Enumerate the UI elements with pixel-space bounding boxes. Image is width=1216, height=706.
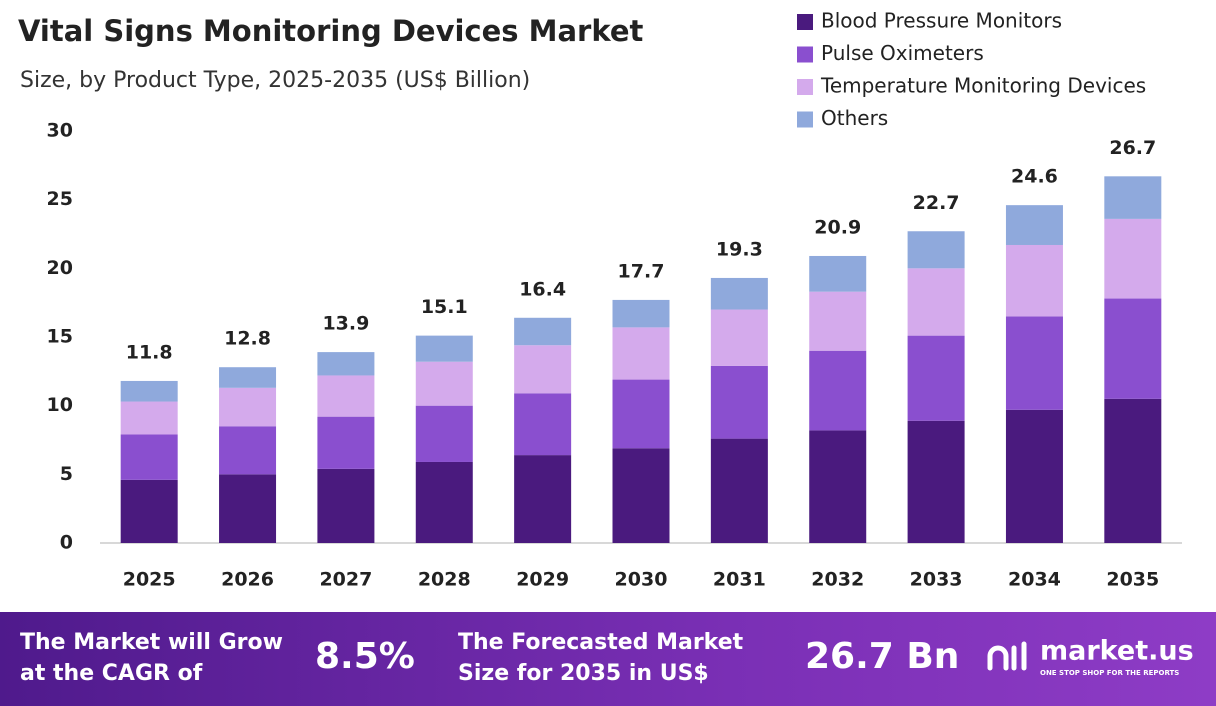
bar-segment <box>120 380 178 402</box>
x-tick-label: 2025 <box>123 569 176 591</box>
legend-label: Pulse Oximeters <box>821 41 984 65</box>
cagr-label: at the CAGR of <box>20 661 203 686</box>
bar-segment <box>219 367 277 388</box>
logo-icon <box>987 641 1027 671</box>
bar-segment <box>514 393 572 456</box>
total-label: 12.8 <box>224 328 271 350</box>
legend-swatch <box>797 111 813 128</box>
x-tick-label: 2031 <box>713 569 766 591</box>
bar-segment <box>514 317 572 346</box>
bar-segment <box>907 268 965 336</box>
y-tick-label: 15 <box>47 326 73 348</box>
legend-label: Others <box>821 106 888 130</box>
x-tick-label: 2027 <box>319 569 372 591</box>
legend-label: Temperature Monitoring Devices <box>820 74 1146 98</box>
y-tick-label: 20 <box>47 257 73 279</box>
total-label: 19.3 <box>716 238 763 260</box>
bar-segment <box>120 401 178 435</box>
cagr-label: The Market will Grow <box>20 630 283 655</box>
x-tick-label: 2035 <box>1106 569 1159 591</box>
bar-segment <box>809 430 867 543</box>
bar-segment <box>809 255 867 292</box>
bar-segment <box>710 309 768 366</box>
bar-segment <box>1104 298 1162 399</box>
x-tick-label: 2026 <box>221 569 274 591</box>
x-tick-label: 2033 <box>910 569 963 591</box>
total-label: 26.7 <box>1109 137 1156 159</box>
bar-segment <box>907 335 965 421</box>
bar-segment <box>1104 176 1162 219</box>
bar-segment <box>219 474 277 543</box>
forecast-label: The Forecasted Market <box>458 630 744 655</box>
y-tick-label: 5 <box>60 463 73 485</box>
bar-segment <box>612 327 670 380</box>
y-tick-label: 10 <box>47 394 73 416</box>
x-tick-label: 2028 <box>418 569 471 591</box>
bar-segment <box>514 455 572 543</box>
bar-segment <box>1005 205 1063 245</box>
bar-segment <box>317 375 375 417</box>
total-label: 13.9 <box>322 313 369 335</box>
bar-segment <box>710 438 768 543</box>
bar-segment <box>120 434 178 480</box>
total-label: 17.7 <box>618 260 665 282</box>
bar-segment <box>120 479 178 543</box>
bar-segment <box>612 299 670 328</box>
bar-segment <box>710 365 768 439</box>
bar-segment <box>219 426 277 475</box>
bar-segment <box>317 468 375 543</box>
legend-label: Blood Pressure Monitors <box>821 9 1062 33</box>
bar-segment <box>710 277 768 310</box>
bar-segment <box>415 335 473 362</box>
x-tick-label: 2030 <box>615 569 668 591</box>
bar-segment <box>219 387 277 427</box>
bar-segment <box>1005 409 1063 543</box>
bar-segment <box>809 350 867 431</box>
x-tick-label: 2029 <box>516 569 569 591</box>
logo: market.us <box>1040 636 1194 667</box>
bar-segment <box>907 420 965 543</box>
total-label: 15.1 <box>421 296 468 318</box>
x-tick-label: 2034 <box>1008 569 1061 591</box>
forecast-value: 26.7 Bn <box>805 636 959 677</box>
bar-segment <box>415 361 473 406</box>
legend-swatch <box>797 79 813 95</box>
y-tick-label: 25 <box>47 188 73 210</box>
total-label: 16.4 <box>519 278 566 300</box>
bar-segment <box>415 405 473 462</box>
bar-segment <box>1104 398 1162 543</box>
y-tick-label: 30 <box>47 120 73 142</box>
total-label: 24.6 <box>1011 166 1058 188</box>
legend-swatch <box>797 46 813 63</box>
total-label: 22.7 <box>913 192 960 214</box>
bar-segment <box>612 448 670 543</box>
bar-segment <box>514 345 572 394</box>
bar-segment <box>1104 218 1162 299</box>
bar-segment <box>317 416 375 469</box>
logo-tagline: ONE STOP SHOP FOR THE REPORTS <box>1040 669 1179 677</box>
total-label: 20.9 <box>814 216 861 238</box>
cagr-value: 8.5% <box>315 636 415 677</box>
bar-segment <box>1005 244 1063 317</box>
chart-subtitle: Size, by Product Type, 2025-2035 (US$ Bi… <box>20 68 530 93</box>
bar-segment <box>907 231 965 269</box>
bar-segment <box>1005 316 1063 410</box>
forecast-label: Size for 2035 in US$ <box>458 661 709 686</box>
bar-segment <box>415 461 473 543</box>
bar-segment <box>317 352 375 376</box>
x-tick-label: 2032 <box>811 569 864 591</box>
y-tick-label: 0 <box>60 532 73 554</box>
total-label: 11.8 <box>126 341 173 363</box>
bar-segment <box>612 379 670 449</box>
chart-title: Vital Signs Monitoring Devices Market <box>18 14 644 48</box>
bar-segment <box>809 291 867 351</box>
legend-swatch <box>797 14 813 30</box>
footer-banner <box>0 612 1216 706</box>
